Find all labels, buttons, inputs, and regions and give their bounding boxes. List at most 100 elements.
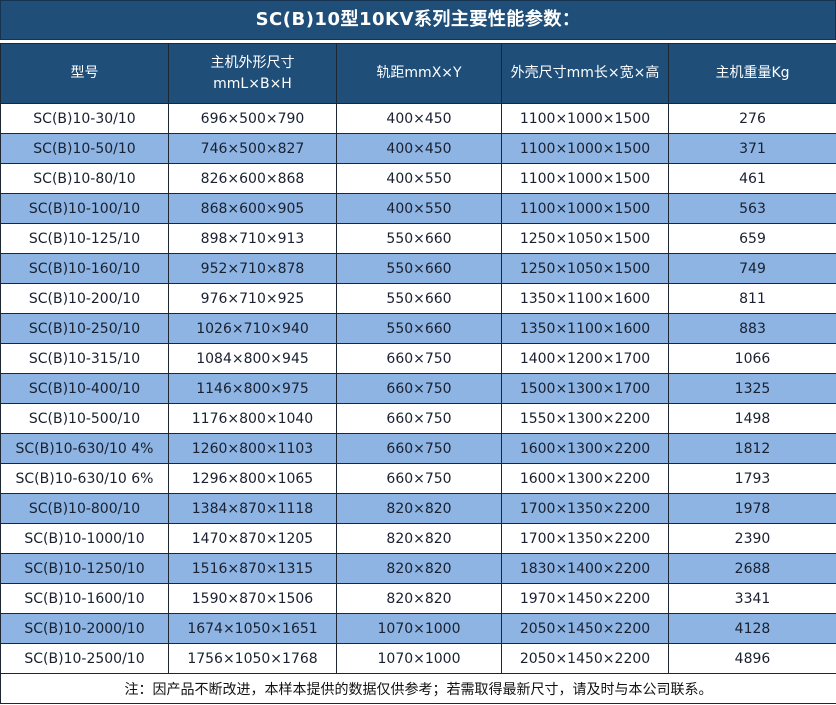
cell-weight: 563	[668, 193, 836, 224]
cell-model: SC(B)10-1600/10	[0, 583, 169, 614]
cell-model: SC(B)10-200/10	[0, 283, 169, 314]
cell-unit-dimensions: 1516×870×1315	[168, 553, 337, 584]
table-row: SC(B)10-2500/10 1756×1050×1768 1070×1000 20…	[0, 643, 836, 674]
table-row: SC(B)10-400/10 1146×800×975 660×750 1500×13…	[0, 373, 836, 404]
cell-track-gauge: 550×660	[336, 253, 502, 284]
cell-track-gauge: 820×820	[336, 523, 502, 554]
cell-track-gauge: 1070×1000	[336, 613, 502, 644]
cell-unit-dimensions: 1470×870×1205	[168, 523, 337, 554]
cell-unit-dimensions: 1084×800×945	[168, 343, 337, 374]
table-body: SC(B)10-30/10 696×500×790 400×450 1100×1000…	[0, 103, 836, 674]
cell-model: SC(B)10-630/10 6%	[0, 463, 169, 494]
cell-track-gauge: 660×750	[336, 403, 502, 434]
table-row: SC(B)10-1250/10 1516×870×1315 820×820 1830×…	[0, 553, 836, 584]
cell-model: SC(B)10-500/10	[0, 403, 169, 434]
cell-track-gauge: 400×450	[336, 103, 502, 134]
cell-track-gauge: 660×750	[336, 433, 502, 464]
cell-model: SC(B)10-80/10	[0, 163, 169, 194]
cell-unit-dimensions: 952×710×878	[168, 253, 337, 284]
cell-weight: 2688	[668, 553, 836, 584]
cell-unit-dimensions: 976×710×925	[168, 283, 337, 314]
cell-weight: 749	[668, 253, 836, 284]
cell-model: SC(B)10-50/10	[0, 133, 169, 164]
column-header-sublabel: mmL×B×H	[213, 75, 292, 92]
cell-unit-dimensions: 1176×800×1040	[168, 403, 337, 434]
table-row: SC(B)10-80/10 826×600×868 400×550 1100×1000…	[0, 163, 836, 194]
cell-weight: 1978	[668, 493, 836, 524]
cell-weight: 1066	[668, 343, 836, 374]
cell-shell-dimensions: 1700×1350×2200	[501, 523, 669, 554]
cell-weight: 371	[668, 133, 836, 164]
cell-shell-dimensions: 1250×1050×1500	[501, 253, 669, 284]
cell-unit-dimensions: 1260×800×1103	[168, 433, 337, 464]
cell-shell-dimensions: 1350×1100×1600	[501, 283, 669, 314]
cell-unit-dimensions: 696×500×790	[168, 103, 337, 134]
table-row: SC(B)10-100/10 868×600×905 400×550 1100×100…	[0, 193, 836, 224]
cell-unit-dimensions: 1026×710×940	[168, 313, 337, 344]
cell-track-gauge: 1070×1000	[336, 643, 502, 674]
table-row: SC(B)10-2000/10 1674×1050×1651 1070×1000 20…	[0, 613, 836, 644]
cell-track-gauge: 660×750	[336, 343, 502, 374]
cell-model: SC(B)10-30/10	[0, 103, 169, 134]
table-row: SC(B)10-125/10 898×710×913 550×660 1250×105…	[0, 223, 836, 254]
cell-weight: 461	[668, 163, 836, 194]
cell-unit-dimensions: 1384×870×1118	[168, 493, 337, 524]
cell-shell-dimensions: 1400×1200×1700	[501, 343, 669, 374]
cell-track-gauge: 660×750	[336, 463, 502, 494]
cell-weight: 1793	[668, 463, 836, 494]
cell-model: SC(B)10-160/10	[0, 253, 169, 284]
table-row: SC(B)10-50/10 746×500×827 400×450 1100×1000…	[0, 133, 836, 164]
cell-track-gauge: 820×820	[336, 493, 502, 524]
cell-unit-dimensions: 1674×1050×1651	[168, 613, 337, 644]
cell-shell-dimensions: 1550×1300×2200	[501, 403, 669, 434]
table-row: SC(B)10-630/10 4% 1260×800×1103 660×750 160…	[0, 433, 836, 464]
cell-model: SC(B)10-2000/10	[0, 613, 169, 644]
column-header-label: 主机外形尺寸	[210, 54, 295, 71]
cell-unit-dimensions: 1296×800×1065	[168, 463, 337, 494]
cell-weight: 1325	[668, 373, 836, 404]
table-row: SC(B)10-800/10 1384×870×1118 820×820 1700×1…	[0, 493, 836, 524]
cell-model: SC(B)10-315/10	[0, 343, 169, 374]
column-header-unit-dimensions: 主机外形尺寸 mmL×B×H	[168, 43, 337, 104]
cell-track-gauge: 550×660	[336, 283, 502, 314]
cell-shell-dimensions: 1250×1050×1500	[501, 223, 669, 254]
cell-model: SC(B)10-1000/10	[0, 523, 169, 554]
cell-unit-dimensions: 826×600×868	[168, 163, 337, 194]
table-row: SC(B)10-1000/10 1470×870×1205 820×820 1700×…	[0, 523, 836, 554]
cell-shell-dimensions: 1970×1450×2200	[501, 583, 669, 614]
cell-track-gauge: 820×820	[336, 583, 502, 614]
cell-shell-dimensions: 1500×1300×1700	[501, 373, 669, 404]
column-header-label: 型号	[70, 65, 99, 81]
table-header: 型号 主机外形尺寸 mmL×B×H 轨距mmX×Y 外壳尺寸mm长×宽×高 主机…	[0, 43, 836, 104]
cell-shell-dimensions: 2050×1450×2200	[501, 613, 669, 644]
cell-weight: 1812	[668, 433, 836, 464]
cell-model: SC(B)10-2500/10	[0, 643, 169, 674]
cell-shell-dimensions: 1830×1400×2200	[501, 553, 669, 584]
column-header-weight: 主机重量Kg	[668, 43, 836, 104]
table-row: SC(B)10-160/10 952×710×878 550×660 1250×105…	[0, 253, 836, 284]
cell-model: SC(B)10-400/10	[0, 373, 169, 404]
cell-model: SC(B)10-800/10	[0, 493, 169, 524]
table-footer: 注：因产品不断改进，本样本提供的数据仅供参考；若需取得最新尺寸，请及时与本公司联…	[0, 673, 836, 704]
cell-track-gauge: 400×450	[336, 133, 502, 164]
cell-unit-dimensions: 1146×800×975	[168, 373, 337, 404]
footer-row: 注：因产品不断改进，本样本提供的数据仅供参考；若需取得最新尺寸，请及时与本公司联…	[0, 673, 836, 704]
title-gap	[0, 40, 836, 43]
table-row: SC(B)10-250/10 1026×710×940 550×660 1350×11…	[0, 313, 836, 344]
page-title: SC(B)10型10KV系列主要性能参数：	[0, 0, 836, 40]
cell-model: SC(B)10-250/10	[0, 313, 169, 344]
cell-weight: 276	[668, 103, 836, 134]
table-row: SC(B)10-200/10 976×710×925 550×660 1350×110…	[0, 283, 836, 314]
column-header-model: 型号	[0, 43, 169, 104]
column-header-shell-dimensions: 外壳尺寸mm长×宽×高	[501, 43, 669, 104]
cell-track-gauge: 820×820	[336, 553, 502, 584]
cell-track-gauge: 400×550	[336, 163, 502, 194]
cell-model: SC(B)10-630/10 4%	[0, 433, 169, 464]
column-header-track-gauge: 轨距mmX×Y	[336, 43, 502, 104]
cell-weight: 883	[668, 313, 836, 344]
cell-shell-dimensions: 1350×1100×1600	[501, 313, 669, 344]
footer-note: 注：因产品不断改进，本样本提供的数据仅供参考；若需取得最新尺寸，请及时与本公司联…	[0, 673, 836, 704]
table-row: SC(B)10-1600/10 1590×870×1506 820×820 1970×…	[0, 583, 836, 614]
cell-weight: 659	[668, 223, 836, 254]
